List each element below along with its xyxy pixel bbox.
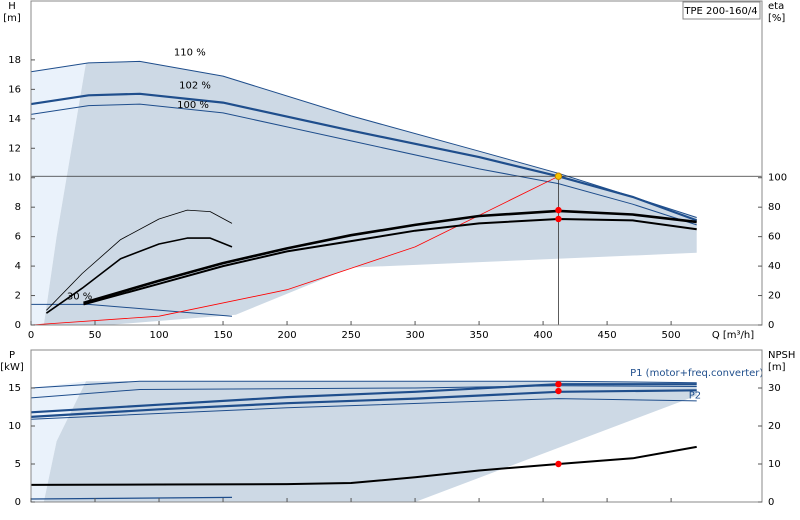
curve-label: P1 (motor+freq.converter) [630, 368, 763, 379]
x-tick-label: 500 [662, 330, 681, 341]
y2-tick-label: 100 [768, 173, 787, 184]
y2-axis-label: NPSH [768, 350, 795, 361]
operating-area [31, 62, 86, 326]
curve [31, 303, 233, 317]
curve-label: 102 % [179, 81, 211, 92]
y2-axis-label: eta [768, 1, 784, 12]
y-axis-label: P [9, 350, 15, 361]
title-box [682, 1, 761, 20]
x-tick-label: 350 [470, 330, 489, 341]
y2-tick-label: 20 [768, 291, 781, 302]
x-tick-label: 0 [28, 330, 34, 341]
y-tick-label: 18 [8, 55, 21, 66]
duty-point [555, 206, 562, 214]
curve-label: P2 [689, 390, 701, 401]
x-tick-label: 300 [406, 330, 425, 341]
curve [30, 175, 559, 326]
y-tick-label: 8 [15, 202, 21, 213]
curve [83, 218, 697, 306]
curve-label: 30 % [67, 291, 92, 302]
y2-tick-label: 0 [768, 320, 774, 331]
duty-point [554, 172, 563, 180]
curve [45, 237, 233, 314]
y-tick-label: 6 [15, 232, 21, 243]
curve [46, 209, 233, 311]
y-tick-label: 15 [8, 383, 21, 394]
y2-tick-label: 0 [768, 497, 774, 508]
curve [30, 389, 697, 418]
y-axis-unit: [kW] [0, 362, 24, 373]
y2-axis-unit: [%] [768, 13, 785, 24]
curve [30, 398, 697, 420]
plot-border [30, 0, 763, 326]
x-tick-label: 450 [598, 330, 617, 341]
curve [30, 496, 233, 500]
y-tick-label: 14 [8, 114, 21, 125]
y-tick-label: 10 [8, 421, 21, 432]
curve [83, 209, 697, 305]
y-tick-label: 12 [8, 143, 21, 154]
y2-tick-label: 20 [768, 421, 781, 432]
x-tick-label: 150 [213, 330, 232, 341]
duty-point [555, 215, 562, 223]
curve [30, 92, 698, 222]
y-tick-label: 4 [15, 261, 21, 272]
curve [30, 380, 697, 389]
y2-axis-unit: [m] [768, 362, 786, 373]
operating-area [43, 61, 697, 326]
x-axis-label: Q [m³/h] [712, 330, 754, 341]
curve-label: 110 % [174, 47, 206, 58]
duty-point [555, 460, 562, 468]
y-tick-label: 2 [15, 291, 21, 302]
y-tick-label: 10 [8, 173, 21, 184]
duty-point [555, 381, 562, 388]
y2-tick-label: 30 [768, 383, 781, 394]
y2-tick-label: 60 [768, 232, 781, 243]
chart-title: TPE 200-160/4 [683, 6, 757, 17]
y-axis-label: H [8, 1, 16, 12]
y-axis-unit: [m] [3, 13, 21, 24]
x-tick-label: 100 [149, 330, 168, 341]
y2-tick-label: 40 [768, 261, 781, 272]
curve [30, 385, 697, 399]
x-tick-label: 400 [534, 330, 553, 341]
curve [30, 103, 697, 226]
duty-point [555, 387, 562, 395]
curve-label: 100 % [177, 100, 209, 111]
y2-tick-label: 10 [768, 459, 781, 470]
y-tick-label: 0 [15, 320, 21, 331]
curve [30, 445, 697, 486]
y-tick-label: 16 [8, 84, 21, 95]
x-tick-label: 200 [277, 330, 296, 341]
x-tick-label: 50 [89, 330, 102, 341]
y-tick-label: 5 [15, 459, 21, 470]
x-tick-label: 250 [342, 330, 361, 341]
curve [30, 383, 697, 414]
y2-tick-label: 80 [768, 202, 781, 213]
y-tick-label: 0 [15, 497, 21, 508]
